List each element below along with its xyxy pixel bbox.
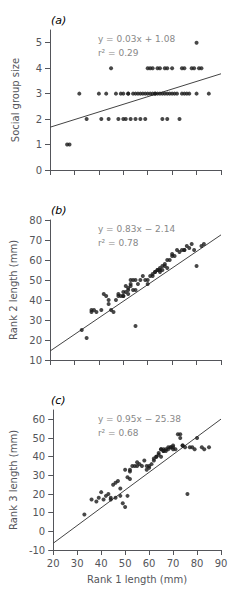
svg-text:(b): (b) [51, 204, 67, 217]
svg-text:40: 40 [95, 558, 108, 569]
svg-text:y = 0.95x − 25.38: y = 0.95x − 25.38 [98, 414, 181, 424]
svg-text:r² = 0.78: r² = 0.78 [98, 238, 139, 248]
svg-text:y = 0.03x + 1.08: y = 0.03x + 1.08 [98, 34, 176, 44]
svg-text:20: 20 [29, 335, 42, 346]
svg-text:-10: -10 [29, 545, 45, 556]
svg-text:(c): (c) [51, 394, 66, 407]
svg-text:10: 10 [29, 355, 42, 366]
svg-text:0: 0 [36, 165, 42, 176]
svg-text:40: 40 [32, 451, 45, 462]
svg-text:r² = 0.29: r² = 0.29 [98, 48, 139, 58]
svg-text:5: 5 [36, 37, 42, 48]
svg-text:(a): (a) [51, 14, 66, 27]
svg-text:4: 4 [36, 63, 42, 74]
svg-text:Social group size: Social group size [10, 58, 21, 142]
svg-text:10: 10 [32, 507, 45, 518]
svg-text:20: 20 [47, 558, 60, 569]
svg-text:60: 60 [29, 255, 42, 266]
svg-text:80: 80 [29, 215, 42, 226]
svg-text:Rank 3 length (mm): Rank 3 length (mm) [8, 430, 19, 530]
svg-text:90: 90 [215, 558, 228, 569]
svg-text:30: 30 [32, 470, 45, 481]
svg-text:Rank 2 length (mm): Rank 2 length (mm) [8, 240, 19, 340]
svg-text:60: 60 [143, 558, 156, 569]
svg-text:50: 50 [29, 275, 42, 286]
svg-text:50: 50 [119, 558, 132, 569]
svg-text:50: 50 [32, 433, 45, 444]
svg-text:r² = 0.68: r² = 0.68 [98, 428, 139, 438]
svg-text:30: 30 [71, 558, 84, 569]
svg-text:2: 2 [36, 114, 42, 125]
svg-text:3: 3 [36, 88, 42, 99]
svg-text:y = 0.83x − 2.14: y = 0.83x − 2.14 [98, 224, 176, 234]
svg-text:Rank 1 length (mm): Rank 1 length (mm) [87, 574, 187, 585]
svg-text:20: 20 [32, 489, 45, 500]
svg-text:40: 40 [29, 295, 42, 306]
svg-text:70: 70 [29, 235, 42, 246]
svg-text:0: 0 [39, 526, 45, 537]
svg-text:60: 60 [32, 414, 45, 425]
svg-text:1: 1 [36, 139, 42, 150]
svg-text:80: 80 [191, 558, 204, 569]
svg-text:70: 70 [167, 558, 180, 569]
svg-text:30: 30 [29, 315, 42, 326]
